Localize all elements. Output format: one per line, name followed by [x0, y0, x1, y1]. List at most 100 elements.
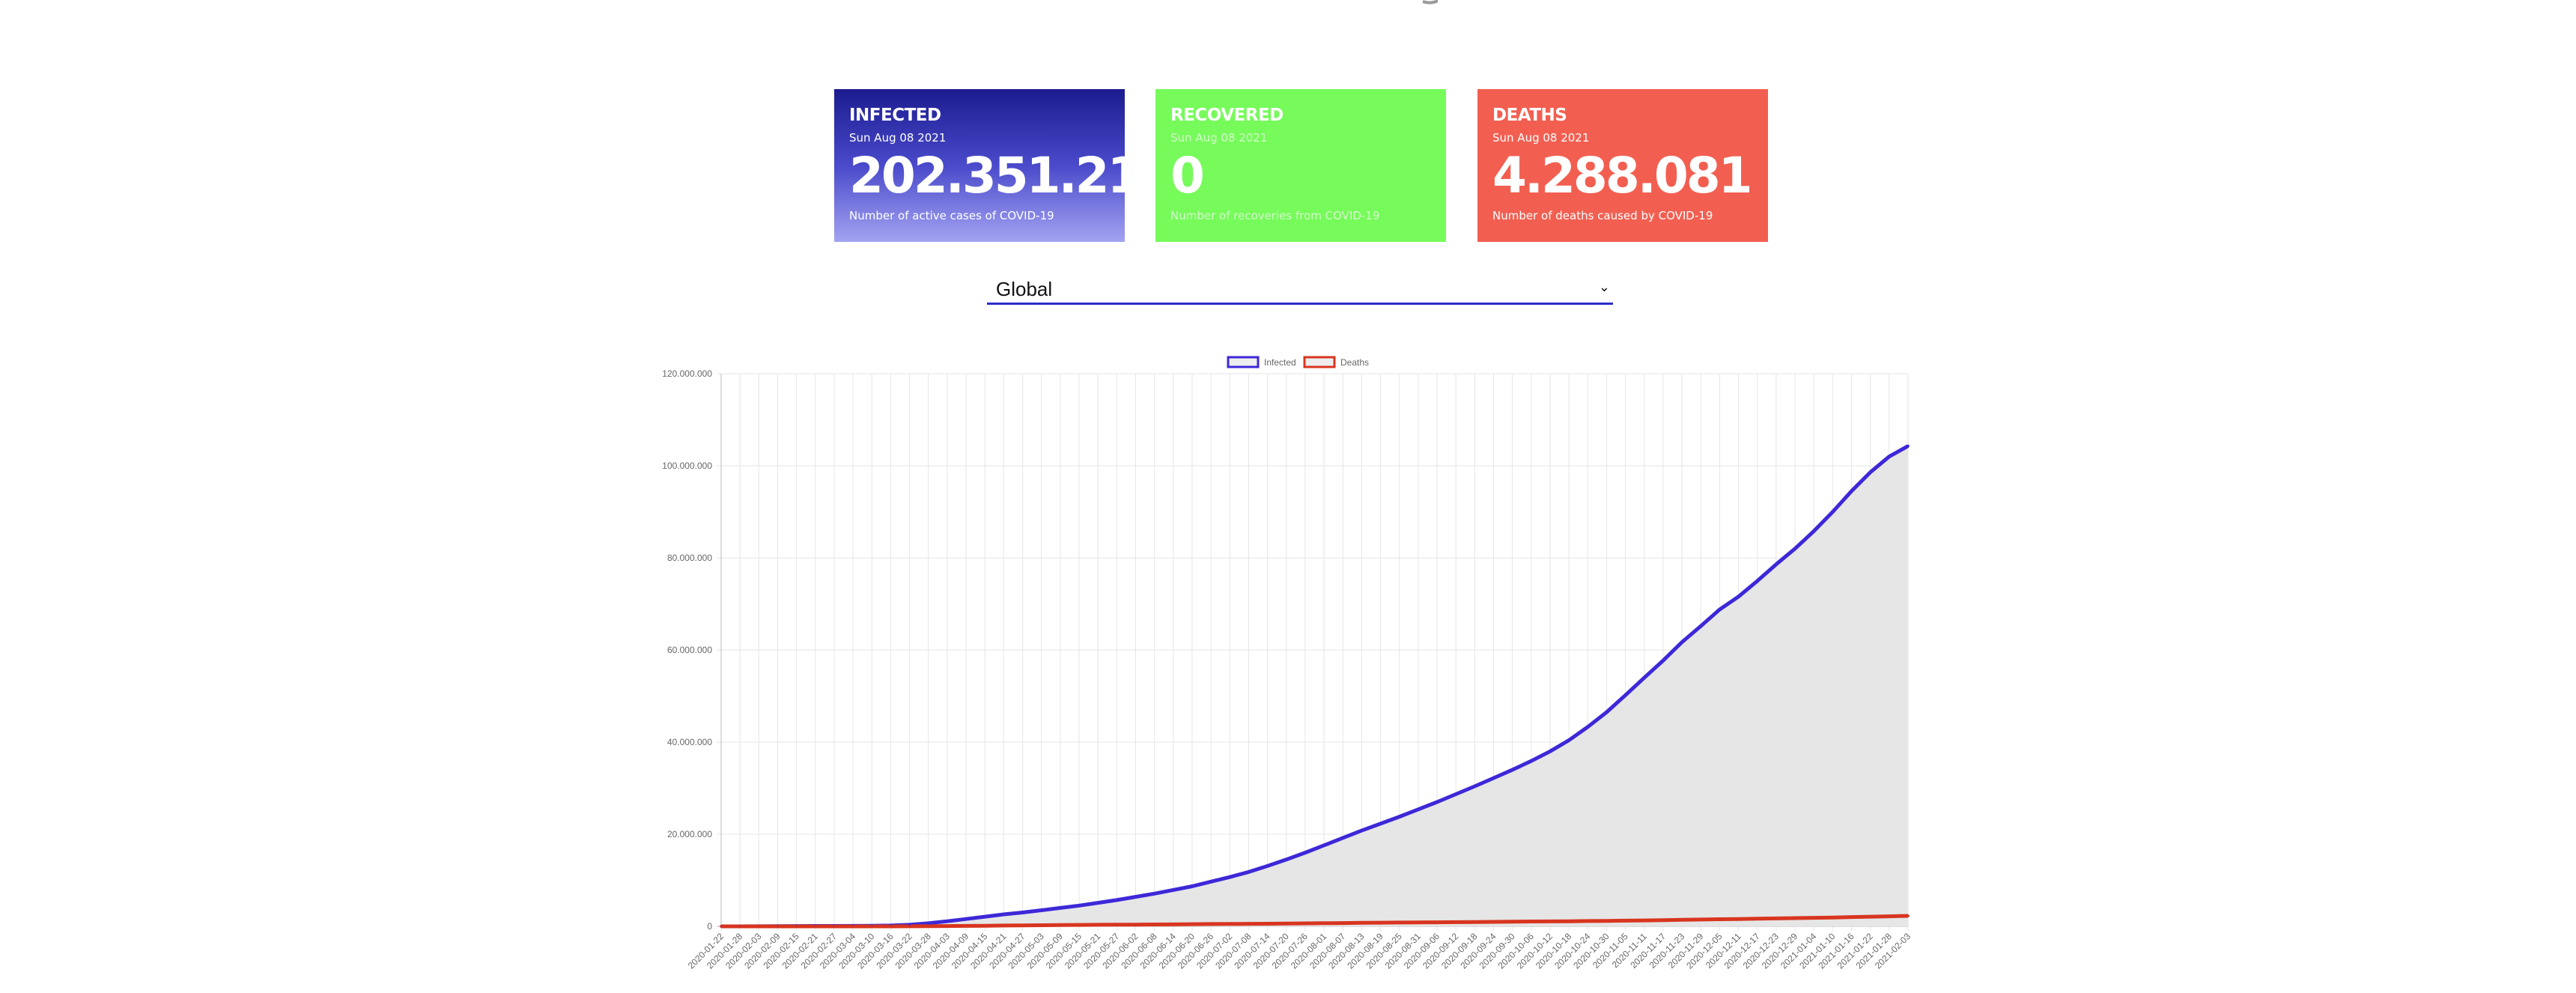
deaths-title: DEATHS	[1492, 106, 1567, 125]
infected-point	[926, 922, 930, 925]
deaths-point	[813, 925, 817, 928]
y-tick-label: 20.000.000	[667, 829, 712, 839]
deaths-point	[833, 925, 836, 928]
deaths-point	[1586, 920, 1590, 923]
deaths-point	[1002, 924, 1006, 927]
deaths-point	[1417, 920, 1420, 924]
infected-point	[1284, 858, 1288, 861]
legend-swatch	[1303, 356, 1336, 368]
infected-point	[1379, 822, 1382, 825]
infected-point	[1059, 906, 1062, 910]
infected-point	[1850, 490, 1853, 493]
deaths-point	[795, 925, 798, 928]
deaths-date: Sun Aug 08 2021	[1492, 131, 1590, 145]
deaths-point	[1737, 917, 1740, 920]
deaths-point	[1492, 920, 1495, 923]
infected-point	[1473, 785, 1477, 788]
infected-point	[1002, 913, 1006, 916]
infected-point	[1623, 693, 1627, 697]
infected-point	[1868, 470, 1872, 474]
deaths-point	[1096, 923, 1099, 926]
deaths-point	[1473, 920, 1477, 923]
infected-line	[721, 444, 1910, 929]
infected-description: Number of active cases of COVID-19	[849, 209, 1054, 222]
deaths-point	[1623, 919, 1627, 923]
y-tick-label: 60.000.000	[667, 645, 712, 655]
deaths-point	[1134, 923, 1137, 926]
deaths-point	[983, 924, 987, 927]
deaths-point	[889, 925, 893, 928]
y-tick-label: 0	[707, 921, 712, 932]
infected-point	[1436, 801, 1439, 804]
deaths-point	[1341, 921, 1345, 925]
infected-card: INFECTED Sun Aug 08 2021 202.351.217 Num…	[834, 89, 1173, 242]
deaths-point	[1284, 922, 1288, 926]
deaths-point	[1793, 917, 1796, 920]
deaths-point	[1605, 919, 1609, 923]
deaths-point	[738, 925, 741, 928]
infected-point	[1793, 547, 1796, 550]
infected-point	[1530, 759, 1533, 763]
recovered-count: 0	[1170, 147, 1205, 204]
infected-point	[1737, 595, 1740, 598]
infected-point	[1755, 579, 1759, 583]
infected-point	[1096, 901, 1099, 905]
infected-point	[1247, 870, 1251, 874]
deaths-point	[1191, 923, 1194, 926]
infected-point	[1549, 750, 1552, 753]
infected-point	[1662, 659, 1665, 662]
deaths-point	[1454, 920, 1457, 924]
deaths-point	[946, 924, 949, 928]
infected-point	[1510, 768, 1514, 771]
deaths-point	[1436, 920, 1439, 924]
deaths-point	[1888, 914, 1891, 918]
infected-point	[965, 917, 967, 920]
deaths-point	[1228, 922, 1232, 926]
infected-point	[1680, 640, 1683, 644]
deaths-count: 4.288.081	[1492, 147, 1753, 204]
infected-point	[1360, 829, 1364, 832]
infected-point	[1907, 444, 1910, 448]
infected-point	[1021, 911, 1024, 914]
deaths-point	[1247, 922, 1251, 926]
deaths-point	[908, 925, 911, 928]
infected-point	[1642, 676, 1646, 679]
country-select-value: Global	[996, 278, 1053, 300]
deaths-description: Number of deaths caused by COVID-19	[1492, 209, 1713, 222]
chevron-down-icon: ⌄	[1598, 279, 1610, 294]
infected-point	[1228, 875, 1232, 878]
infected-point	[1078, 904, 1081, 908]
deaths-point	[1266, 922, 1269, 926]
deaths-point	[1152, 923, 1156, 926]
deaths-point	[1172, 923, 1175, 926]
deaths-point	[1907, 914, 1910, 917]
infected-point	[1718, 608, 1722, 611]
infected-point	[1134, 895, 1137, 899]
deaths-point	[776, 925, 780, 928]
logo-image	[1422, 0, 1438, 4]
infected-point	[1191, 884, 1194, 888]
deaths-point	[1662, 918, 1665, 922]
deaths-point	[1115, 923, 1119, 926]
infected-point	[946, 920, 949, 923]
infected-point	[1397, 815, 1401, 819]
infected-point	[1172, 888, 1175, 892]
deaths-point	[1021, 923, 1024, 927]
infected-point	[1454, 792, 1457, 796]
infected-point	[1115, 899, 1119, 902]
infected-point	[1492, 777, 1495, 780]
deaths-point	[1209, 923, 1212, 926]
deaths-point	[851, 925, 854, 928]
deaths-point	[1039, 923, 1043, 927]
y-tick-label: 100.000.000	[662, 461, 712, 471]
recovered-description: Number of recoveries from COVID-19	[1170, 209, 1380, 222]
deaths-point	[870, 925, 874, 928]
recovered-card: RECOVERED Sun Aug 08 2021 0 Number of re…	[1155, 89, 1446, 242]
deaths-point	[1510, 920, 1514, 923]
infected-point	[983, 915, 987, 918]
infected-point	[1266, 864, 1269, 868]
country-select[interactable]: Global ⌄	[987, 272, 1613, 305]
deaths-point	[1549, 920, 1552, 923]
infected-point	[1567, 738, 1570, 742]
